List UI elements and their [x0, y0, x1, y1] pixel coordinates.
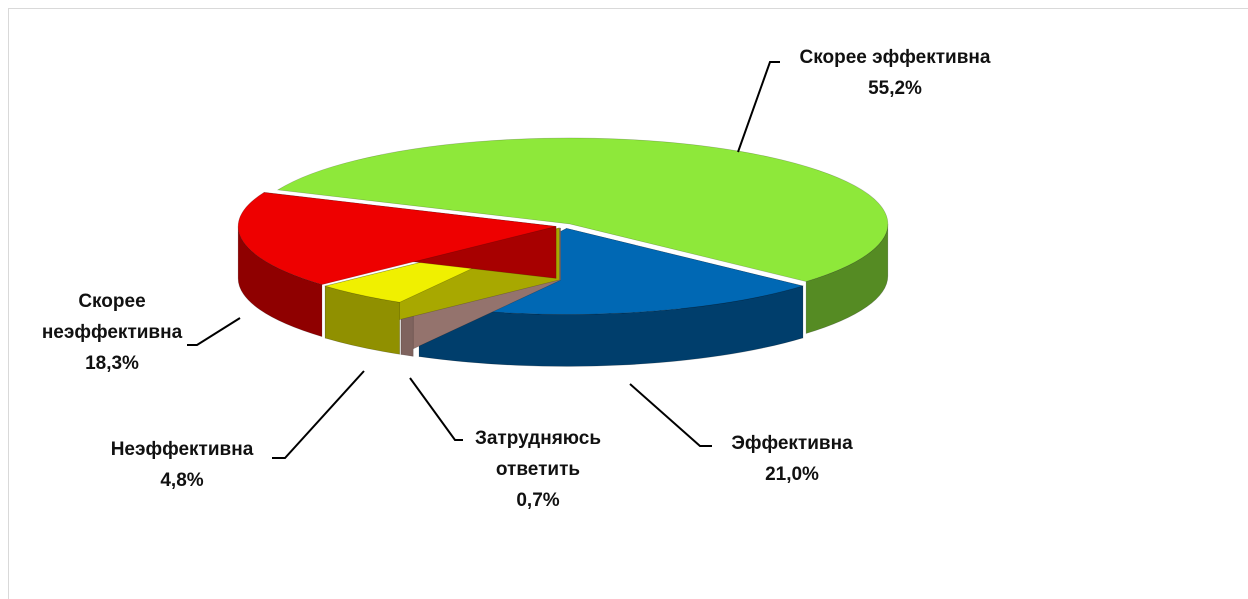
value-label: 4,8% [160, 470, 204, 491]
value-label: 21,0% [765, 464, 819, 485]
leader-line [737, 61, 780, 153]
value-label: 18,3% [85, 353, 139, 374]
slice-label: Неэффективна 4,8% [82, 434, 282, 496]
value-label: 0,7% [516, 490, 560, 511]
chart-frame [8, 8, 1248, 599]
slice-label: Скорее эффективна 55,2% [745, 42, 1045, 104]
category-label: Скорее эффективна [799, 47, 991, 68]
slice-top [237, 192, 557, 285]
leader-line [272, 370, 365, 459]
slice-label: Затрудняюсь ответить 0,7% [463, 423, 613, 516]
leader-line [629, 383, 712, 447]
leader-line [187, 317, 241, 346]
category-label: Эффективна [731, 433, 853, 454]
category-label: Скорее неэффективна [41, 291, 183, 343]
slice-top [276, 137, 889, 282]
category-label: Затрудняюсь ответить [474, 428, 602, 480]
pie-slice [276, 137, 889, 334]
slice-label: Эффективна 21,0% [692, 428, 892, 490]
value-label: 55,2% [868, 78, 922, 99]
leader-line [409, 377, 463, 441]
slice-label: Скорее неэффективна 18,3% [32, 286, 192, 379]
pie-slice [237, 192, 557, 337]
category-label: Неэффективна [110, 439, 254, 460]
